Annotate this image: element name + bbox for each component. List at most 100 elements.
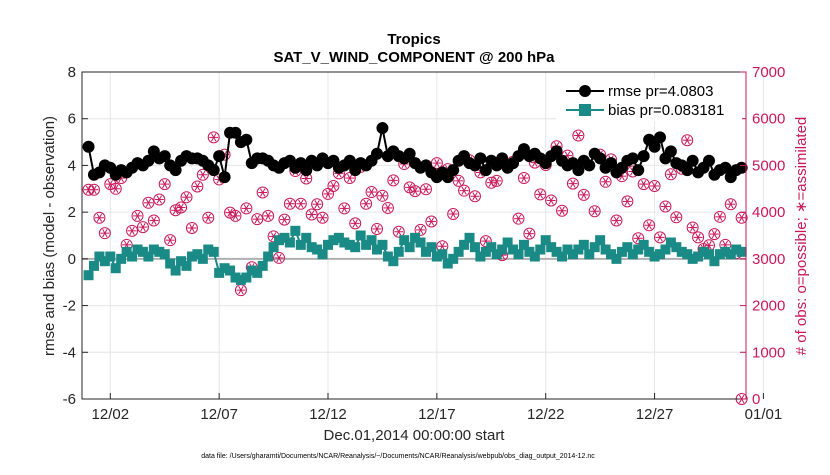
obs-assimilated-marker [183,193,190,202]
obs-assimilated-marker [521,173,527,183]
bias-point [513,249,524,260]
obs-assimilated-marker [526,229,533,238]
obs-assimilated-marker [134,211,141,221]
bias-point [655,249,666,260]
rmse-point [594,152,607,165]
bias-point [524,246,535,257]
bias-point [469,242,480,253]
bias-point [600,244,611,255]
obs-count-point [458,184,471,197]
obs-assimilated-marker [575,131,582,140]
obs-count-point [610,214,623,227]
obs-count-point [98,227,111,240]
bias-point [420,246,431,257]
bias-point [731,244,742,255]
bias-point [219,263,230,274]
obs-assimilated-marker [167,236,173,245]
obs-assimilated-marker [619,172,625,181]
obs-count-point [468,190,481,203]
left-tick-label: -6 [63,391,76,408]
bias-point [99,256,110,267]
bias-point [557,251,568,262]
obs-possible-marker [648,179,661,192]
rmse-point [229,126,242,139]
obs-count-point [692,231,705,244]
bias-point [344,239,355,250]
obs-assimilated-marker [260,188,266,197]
bias-point [290,225,301,236]
bias-point [214,267,225,278]
obs-possible-marker [419,183,432,196]
obs-count-point [572,129,585,142]
bias-point [616,246,627,257]
bias-point [235,274,246,285]
obs-assimilated-marker [439,242,445,251]
bias-point [518,239,529,250]
obs-count-point [158,178,171,191]
obs-assimilated-marker [428,217,435,226]
obs-possible-marker [490,174,503,187]
rmse-point [681,164,694,177]
obs-count-point [659,200,672,213]
obs-assimilated-marker [624,197,631,206]
obs-count-point [381,201,394,214]
obs-assimilated-marker [592,207,598,216]
obs-assimilated-marker [461,186,467,195]
obs-count-point [185,222,198,235]
obs-assimilated-marker [581,190,587,200]
bias-point [491,249,502,260]
rmse-point [240,133,253,146]
x-axis: 12/02 12/07 12/12 12/17 12/22 12/27 01/01 [92,393,782,423]
obs-count-point [311,198,324,211]
bias-point [148,244,159,255]
obs-assimilated-marker [140,222,146,232]
obs-assimilated-marker [515,214,522,223]
obs-assimilated-marker [107,179,113,189]
obs-possible-marker [692,231,705,244]
x-tick-label: 12/12 [309,406,347,423]
obs-possible-marker [686,221,699,234]
obs-possible-marker [534,188,547,201]
obs-count-point [360,197,373,210]
bias-point [83,270,94,281]
bias-point [116,253,127,264]
obs-count-point [191,180,204,193]
bias-point [546,242,557,253]
obs-assimilated-marker [390,176,397,185]
obs-count-point [305,208,318,221]
bias-point [208,246,219,257]
obs-possible-marker [370,222,383,235]
obs-assimilated-marker [711,229,718,239]
obs-count-point [670,211,683,224]
obs-count-point [664,168,677,181]
obs-possible-marker [327,179,340,192]
obs-count-point [126,224,139,237]
left-tick-label: 4 [68,157,76,174]
bias-point [333,232,344,243]
bias-point [317,249,328,260]
obs-count-point [409,185,422,198]
rmse-point [158,150,171,163]
obs-count-point [240,202,253,215]
obs-possible-marker [708,228,721,241]
rmse-point [479,164,492,177]
bias-point [388,256,399,267]
obs-possible-marker [664,168,677,181]
obs-possible-marker [126,224,139,237]
x-tick-label: 12/17 [418,406,456,423]
x-tick-label: 12/27 [636,406,674,423]
bias-point [475,251,486,262]
obs-count-point [349,217,362,230]
obs-possible-marker [381,201,394,214]
obs-count-point [654,231,667,244]
bias-point [502,237,513,248]
bias-point [649,251,660,262]
obs-possible-marker [349,217,362,230]
obs-possible-marker [142,196,155,209]
bias-point [284,237,295,248]
obs-possible-marker [316,211,329,224]
bias-point [720,246,731,257]
bias-point [88,260,99,271]
obs-count-point [430,157,443,170]
obs-possible-marker [392,225,405,238]
